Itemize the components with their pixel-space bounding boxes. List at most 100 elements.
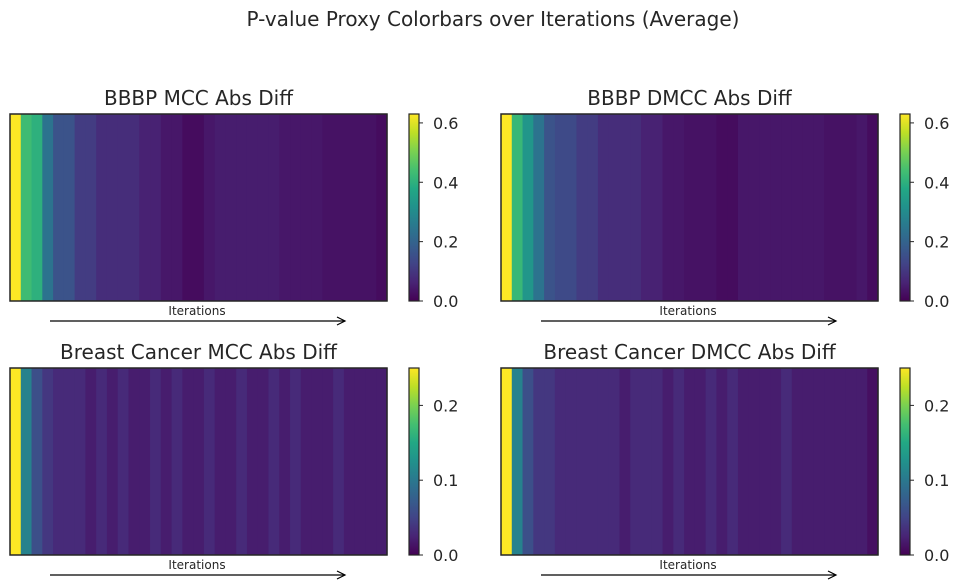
heatmap-cell: [641, 114, 653, 301]
heatmap-cell: [150, 114, 162, 301]
heatmap-cell: [824, 368, 836, 555]
heatmap-cell: [279, 368, 291, 555]
heatmap-cell: [182, 368, 194, 555]
heatmap-cell: [193, 368, 205, 555]
heatmap-cell: [236, 368, 248, 555]
x-axis-label: Iterations: [168, 558, 225, 572]
heatmap-cell: [333, 368, 345, 555]
heatmap-panel: Breast Cancer MCC Abs Diff 0.0 0.1 0.2 Itera…: [9, 340, 458, 580]
heatmap-cell: [365, 114, 377, 301]
heatmap-cell: [106, 114, 119, 301]
heatmap-cell: [96, 368, 108, 555]
heatmap-cell: [867, 114, 879, 301]
heatmap-cell: [150, 368, 162, 555]
heatmap-cell: [311, 368, 323, 555]
heatmap-cell: [85, 114, 97, 301]
heatmap-cell: [193, 114, 205, 301]
heatmap-cell: [554, 114, 567, 301]
heatmap-cell: [268, 114, 280, 301]
colorbar: [900, 114, 910, 301]
heatmap-cell: [533, 114, 545, 301]
colorbar-tick-label: 0.1: [433, 471, 458, 490]
colorbar-tick-label: 0.0: [924, 546, 949, 565]
colorbar-tick-label: 0.2: [924, 233, 949, 252]
colorbar: [900, 368, 910, 555]
heatmap-cell: [565, 368, 577, 555]
heatmap-cell: [651, 368, 664, 555]
heatmap-cell: [322, 114, 334, 301]
heatmap-cell: [737, 368, 750, 555]
heatmap-cell: [511, 368, 524, 555]
heatmap-cell: [759, 114, 771, 301]
heatmap-cell: [365, 368, 377, 555]
heatmap-cell: [619, 368, 631, 555]
x-axis-label: Iterations: [659, 558, 716, 572]
heatmap-cell: [42, 368, 54, 555]
heatmap-cell: [290, 368, 302, 555]
heatmap-cell: [139, 368, 151, 555]
x-axis-label: Iterations: [168, 304, 225, 318]
figure-title: P-value Proxy Colorbars over Iterations …: [247, 7, 740, 31]
heatmap-cell: [576, 114, 588, 301]
colorbar-tick-label: 0.4: [924, 173, 949, 192]
heatmap-cell: [354, 114, 367, 301]
heatmap-cell: [856, 114, 868, 301]
heatmap-cell: [522, 368, 534, 555]
heatmap-cell: [160, 368, 173, 555]
heatmap-frame: [9, 113, 388, 302]
heatmap-cell: [845, 114, 858, 301]
heatmap-cell: [311, 114, 323, 301]
heatmap-cell: [824, 114, 836, 301]
heatmap-cell: [117, 368, 130, 555]
heatmap-cell: [214, 114, 227, 301]
heatmap-cell: [813, 368, 825, 555]
heatmap-cell: [694, 114, 707, 301]
heatmap-cell: [501, 368, 513, 555]
heatmap-cell: [748, 368, 761, 555]
heatmap-cell: [791, 368, 804, 555]
heatmap-cell: [587, 114, 599, 301]
heatmap-cell: [705, 114, 718, 301]
heatmap-frame: [9, 367, 388, 556]
heatmap-cell: [791, 114, 804, 301]
heatmap-cell: [619, 114, 631, 301]
heatmap-cell: [10, 114, 22, 301]
arrow-head: [336, 316, 347, 326]
heatmap-cell: [376, 114, 388, 301]
heatmap-cell: [31, 368, 43, 555]
heatmap-cell: [641, 368, 653, 555]
heatmap-cell: [727, 114, 739, 301]
heatmap-cell: [759, 368, 771, 555]
heatmap-cell: [225, 114, 237, 301]
colorbar-tick-label: 0.0: [924, 292, 949, 311]
arrow-head: [336, 570, 347, 580]
heatmap-cell: [171, 114, 183, 301]
heatmap-cell: [781, 114, 793, 301]
heatmap-frame: [500, 367, 879, 556]
heatmap-cell: [85, 368, 97, 555]
heatmap-cell: [268, 368, 280, 555]
heatmap-cell: [74, 368, 86, 555]
colorbar-tick-label: 0.1: [924, 471, 949, 490]
heatmap-cell: [716, 114, 728, 301]
heatmap-cell: [128, 114, 140, 301]
heatmap-cell: [128, 368, 140, 555]
heatmap-panel: BBBP MCC Abs Diff 0.0 0.2 0.4 0.6 Iterations: [9, 86, 458, 326]
arrow-head: [827, 570, 838, 580]
panel-title: BBBP MCC Abs Diff: [104, 86, 294, 110]
heatmap-cell: [565, 114, 577, 301]
colorbar-tick-label: 0.4: [433, 173, 458, 192]
heatmap-panel: Breast Cancer DMCC Abs Diff 0.0 0.1 0.2 Iter…: [500, 340, 949, 580]
heatmap-cell: [322, 368, 334, 555]
heatmap-cell: [781, 368, 793, 555]
heatmap-cell: [737, 114, 750, 301]
colorbar-tick-label: 0.0: [433, 546, 458, 565]
heatmap-cell: [544, 368, 556, 555]
heatmap-cell: [246, 114, 259, 301]
heatmap-cell: [300, 368, 313, 555]
heatmap-cell: [662, 368, 674, 555]
heatmap-cell: [705, 368, 718, 555]
heatmap-cell: [673, 368, 685, 555]
heatmap-cell: [333, 114, 345, 301]
